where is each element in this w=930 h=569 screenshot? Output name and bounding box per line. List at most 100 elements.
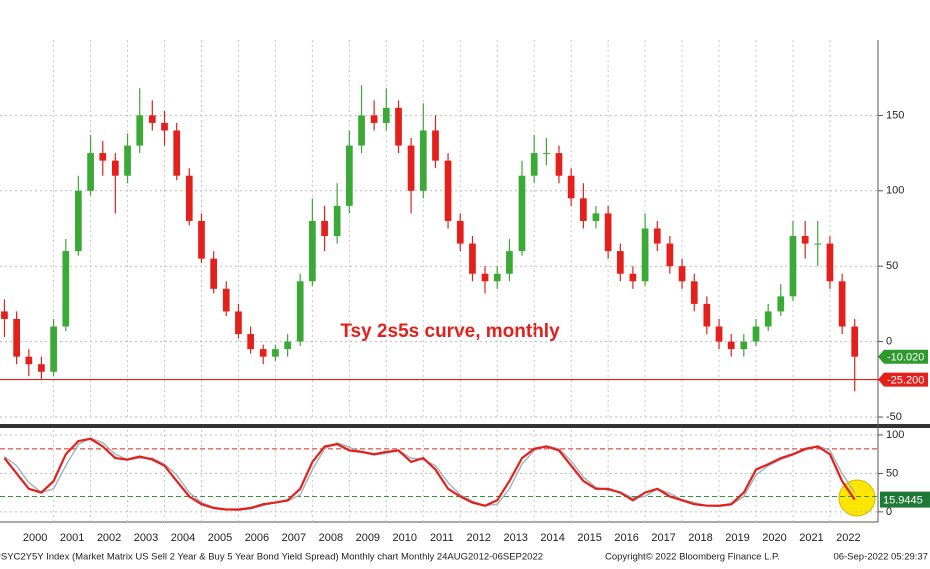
candle-body [616, 251, 624, 274]
candle-body [370, 115, 378, 123]
x-tick-label: 2006 [245, 532, 269, 544]
candle-body [136, 115, 144, 146]
y-tick-label: 50 [886, 467, 898, 479]
x-tick-label: 2021 [799, 532, 823, 544]
candle-body [284, 341, 291, 350]
candle-body [469, 243, 476, 274]
value-tag-label: 15.9445 [883, 495, 923, 507]
x-tick-label: 2004 [171, 532, 195, 544]
candle-body [777, 296, 785, 312]
y-tick-label: 100 [886, 429, 904, 441]
candle-body [727, 341, 735, 350]
candle-body [25, 356, 33, 365]
candle-body [641, 228, 649, 282]
y-tick-label: 0 [886, 506, 892, 518]
candle-body [124, 145, 131, 176]
candle-body [235, 311, 242, 335]
y-tick-label: 100 [886, 185, 904, 197]
candle-body [653, 228, 661, 244]
candle-body [111, 160, 119, 176]
candle-body [1, 311, 8, 319]
candle-body [259, 349, 267, 357]
candle-body [481, 273, 489, 282]
candle-body [506, 251, 513, 274]
x-tick-label: 2011 [430, 532, 454, 544]
x-tick-label: 2016 [614, 532, 638, 544]
x-tick-label: 2015 [577, 532, 601, 544]
x-tick-label: 2007 [282, 532, 306, 544]
candle-body [185, 175, 193, 221]
y-tick-label: 50 [886, 260, 898, 272]
candle-body [678, 266, 686, 282]
candle-body [222, 288, 230, 312]
footer-left: USYC2Y5Y Index (Market Matrix US Sell 2 … [0, 552, 543, 563]
candle-body [851, 326, 859, 357]
x-tick-label: 2002 [97, 532, 121, 544]
candle-body [444, 160, 452, 221]
x-tick-label: 2012 [466, 532, 490, 544]
y-tick-label: 150 [886, 109, 904, 121]
value-tag [880, 491, 930, 508]
value-tag [878, 372, 928, 387]
candle-body [407, 145, 415, 191]
candle-body [419, 130, 427, 191]
candle-body [543, 153, 550, 155]
candle-body [173, 130, 181, 176]
y-tick-label: 0 [886, 335, 892, 347]
y-tick-label: -50 [886, 411, 902, 423]
candle-body [826, 243, 834, 282]
candle-body [715, 326, 723, 342]
candle-body [99, 153, 107, 161]
candle-body [321, 220, 328, 237]
candle-body [272, 349, 279, 357]
value-tag-label: -10.020 [887, 352, 924, 364]
candle-body [580, 198, 587, 221]
candle-body [296, 281, 304, 342]
candle-body [358, 115, 365, 146]
candle-body [50, 326, 57, 372]
x-tick-label: 2000 [23, 532, 47, 544]
candle-body [75, 190, 82, 252]
candle-body [456, 220, 464, 244]
candle-body [493, 273, 501, 282]
candle-body [740, 341, 748, 350]
x-tick-label: 2018 [688, 532, 712, 544]
value-tag-label: -25.200 [887, 374, 924, 386]
candle-body [814, 243, 822, 245]
candle-body [38, 364, 45, 372]
candle-body [247, 334, 255, 350]
x-tick-label: 2010 [393, 532, 417, 544]
x-tick-label: 2009 [356, 532, 380, 544]
candle-body [62, 251, 70, 327]
candle-body [703, 303, 711, 327]
candle-body [87, 153, 94, 191]
x-tick-label: 2022 [836, 532, 860, 544]
footer-center: Copyright© 2022 Bloomberg Finance L.P. [605, 552, 780, 563]
candle-body [382, 107, 390, 123]
x-tick-label: 2020 [762, 532, 786, 544]
footer-right: 06-Sep-2022 05:29:37 [833, 552, 928, 563]
candle-body [690, 281, 698, 304]
candle-body [198, 220, 205, 259]
candle-body [604, 213, 612, 252]
candle-body [838, 281, 846, 327]
x-tick-label: 2003 [134, 532, 158, 544]
candle-body [789, 236, 797, 297]
candle-body [432, 130, 439, 161]
candle-body [309, 220, 316, 282]
candle-body [629, 273, 637, 282]
x-tick-label: 2017 [651, 532, 675, 544]
x-tick-label: 2013 [503, 532, 527, 544]
candle-body [210, 258, 218, 289]
candle-body [518, 175, 526, 252]
candle-body [395, 107, 402, 146]
candle-body [345, 145, 353, 206]
x-tick-label: 2019 [725, 532, 749, 544]
candle-body [13, 318, 20, 357]
candle-body [555, 153, 563, 176]
candle-body [801, 236, 809, 244]
x-tick-label: 2001 [60, 532, 84, 544]
